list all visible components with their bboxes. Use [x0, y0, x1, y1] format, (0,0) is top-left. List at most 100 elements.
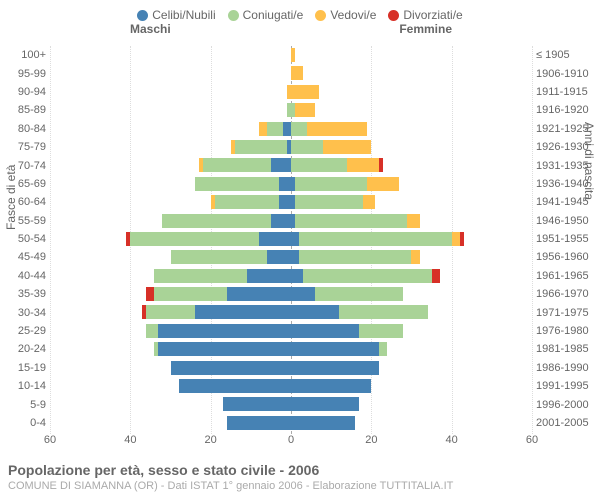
- birth-year-label: 1991-1995: [536, 380, 598, 392]
- bar-group: [50, 269, 532, 283]
- legend-item: Celibi/Nubili: [137, 8, 215, 22]
- birth-year-label: 1931-1935: [536, 160, 598, 172]
- segment: [460, 232, 464, 246]
- male-bar: [179, 379, 291, 393]
- legend-dot: [315, 10, 326, 21]
- age-row: 25-291976-1980: [50, 322, 532, 340]
- age-label: 85-89: [2, 104, 46, 116]
- female-bar: [291, 305, 428, 319]
- legend-dot: [137, 10, 148, 21]
- segment: [291, 269, 303, 283]
- age-label: 95-99: [2, 68, 46, 80]
- segment: [291, 305, 339, 319]
- male-bar: [162, 214, 291, 228]
- age-row: 45-491956-1960: [50, 248, 532, 266]
- segment: [247, 269, 291, 283]
- female-bar: [291, 342, 387, 356]
- birth-year-label: 1926-1930: [536, 141, 598, 153]
- chart-footer: Popolazione per età, sesso e stato civil…: [8, 462, 453, 492]
- age-label: 10-14: [2, 380, 46, 392]
- age-label: 35-39: [2, 288, 46, 300]
- age-label: 5-9: [2, 399, 46, 411]
- bar-group: [50, 361, 532, 375]
- bar-group: [50, 66, 532, 80]
- male-bar: [211, 195, 291, 209]
- birth-year-label: 1981-1985: [536, 343, 598, 355]
- age-label: 25-29: [2, 325, 46, 337]
- female-bar: [291, 85, 319, 99]
- legend-label: Vedovi/e: [330, 8, 376, 22]
- age-label: 50-54: [2, 233, 46, 245]
- segment: [271, 158, 291, 172]
- birth-year-label: 1996-2000: [536, 399, 598, 411]
- male-bar: [223, 397, 291, 411]
- female-bar: [291, 324, 403, 338]
- birth-year-label: 1906-1910: [536, 68, 598, 80]
- male-bar: [154, 269, 291, 283]
- chart-title: Popolazione per età, sesso e stato civil…: [8, 462, 453, 478]
- segment: [291, 66, 303, 80]
- bar-group: [50, 342, 532, 356]
- segment: [279, 195, 291, 209]
- segment: [179, 379, 291, 393]
- birth-year-label: 1956-1960: [536, 251, 598, 263]
- segment: [158, 324, 291, 338]
- legend-item: Divorziati/e: [388, 8, 462, 22]
- segment: [171, 361, 292, 375]
- birth-year-label: 1971-1975: [536, 307, 598, 319]
- segment: [291, 122, 307, 136]
- segment: [154, 269, 246, 283]
- legend: Celibi/Nubili Coniugati/e Vedovi/e Divorzia…: [0, 0, 600, 22]
- male-bar: [126, 232, 291, 246]
- segment: [227, 287, 291, 301]
- segment: [291, 416, 355, 430]
- segment: [195, 305, 291, 319]
- segment: [363, 195, 375, 209]
- bar-group: [50, 232, 532, 246]
- segment: [291, 287, 315, 301]
- age-row: 5-91996-2000: [50, 395, 532, 413]
- segment: [291, 232, 299, 246]
- x-tick: 0: [288, 434, 294, 446]
- female-bar: [291, 158, 383, 172]
- age-label: 55-59: [2, 215, 46, 227]
- birth-year-label: 1941-1945: [536, 196, 598, 208]
- bar-group: [50, 214, 532, 228]
- legend-label: Coniugati/e: [243, 8, 304, 22]
- age-row: 10-141991-1995: [50, 377, 532, 395]
- bar-group: [50, 324, 532, 338]
- female-bar: [291, 140, 371, 154]
- segment: [407, 214, 419, 228]
- gender-labels: Maschi Femmine: [0, 22, 600, 40]
- segment: [291, 158, 347, 172]
- female-bar: [291, 214, 420, 228]
- segment: [291, 397, 359, 411]
- segment: [295, 214, 407, 228]
- bar-group: [50, 122, 532, 136]
- age-label: 65-69: [2, 178, 46, 190]
- segment: [146, 305, 194, 319]
- birth-year-label: 1966-1970: [536, 288, 598, 300]
- male-bar: [171, 361, 292, 375]
- age-row: 60-641941-1945: [50, 193, 532, 211]
- male-bar: [171, 250, 291, 264]
- x-tick: 40: [124, 434, 136, 446]
- age-row: 15-191986-1990: [50, 359, 532, 377]
- female-bar: [291, 66, 303, 80]
- bar-group: [50, 287, 532, 301]
- segment: [267, 250, 291, 264]
- segment: [154, 287, 226, 301]
- segment: [295, 103, 315, 117]
- segment: [291, 48, 295, 62]
- legend-dot: [388, 10, 399, 21]
- segment: [146, 324, 158, 338]
- female-bar: [291, 379, 371, 393]
- female-bar: [291, 397, 359, 411]
- segment: [259, 232, 291, 246]
- x-axis: 6040200204060: [50, 434, 532, 454]
- segment: [271, 214, 291, 228]
- age-label: 100+: [2, 49, 46, 61]
- bar-group: [50, 48, 532, 62]
- age-row: 40-441961-1965: [50, 267, 532, 285]
- bar-group: [50, 397, 532, 411]
